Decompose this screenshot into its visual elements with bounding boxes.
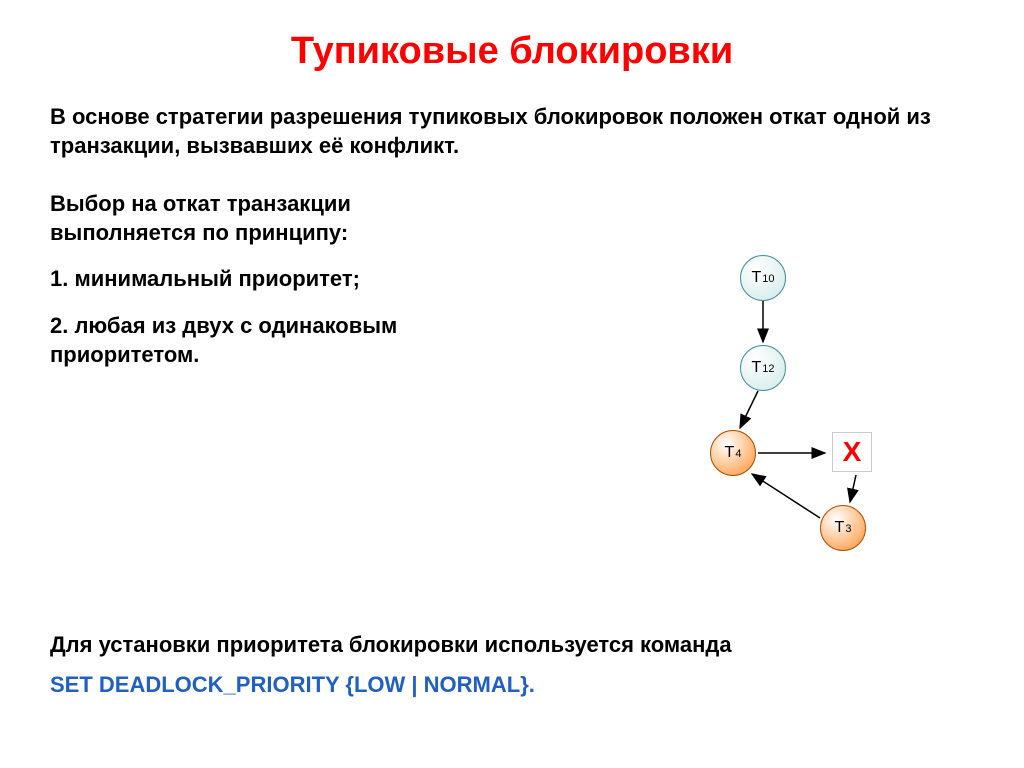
page-title: Тупиковые блокировки — [0, 0, 1024, 73]
node-label: T4 — [725, 444, 742, 462]
node-x: X — [832, 432, 872, 472]
node-label: T10 — [751, 269, 774, 287]
node-label: T12 — [751, 359, 774, 377]
node-t3: T3 — [820, 505, 866, 551]
intro-text: В основе стратегии разрешения тупиковых … — [0, 73, 1024, 160]
node-t12: T12 — [740, 345, 786, 391]
footer-text: Для установки приоритета блокировки испо… — [50, 632, 732, 658]
edge-t3-t4 — [752, 474, 820, 518]
edge-t12-t4 — [740, 391, 758, 428]
node-t4: T4 — [710, 430, 756, 476]
list-item-1: 1. минимальный приоритет; — [0, 247, 540, 294]
deadlock-diagram: T10 T12 T4 T3 X — [560, 250, 960, 580]
body-text: Выбор на откат транзакции выполняется по… — [0, 160, 540, 247]
node-t10: T10 — [740, 255, 786, 301]
edge-x-t3 — [850, 475, 856, 502]
list-item-2: 2. любая из двух с одинаковым приоритето… — [0, 294, 540, 369]
command-text: SET DEADLOCK_PRIORITY {LOW | NORMAL}. — [50, 672, 535, 698]
node-label: T3 — [835, 519, 852, 537]
